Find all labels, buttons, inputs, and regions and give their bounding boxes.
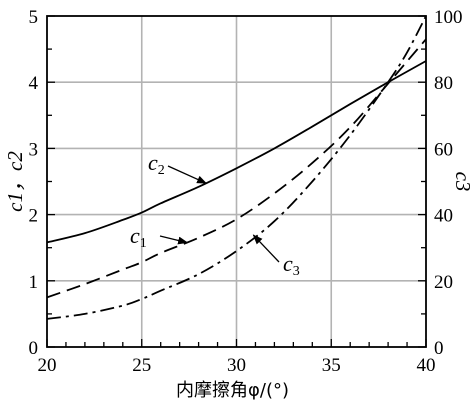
annotation-subscript-c2: 2 — [158, 163, 165, 178]
annotation-label-c3: c3 — [283, 251, 300, 279]
y-right-tick-label-100: 100 — [434, 7, 463, 28]
y-right-tick-label-20: 20 — [434, 272, 453, 293]
x-tick-label-35: 35 — [322, 355, 341, 376]
annotation-label-c2: c2 — [148, 150, 165, 178]
y-left-tick-label-2: 2 — [29, 206, 39, 227]
y-right-tick-label-60: 60 — [434, 139, 453, 160]
annotation-label-c1: c1 — [130, 223, 147, 251]
annotation-arrow-c3 — [252, 234, 280, 263]
y-right-tick-label-80: 80 — [434, 73, 453, 94]
y-left-tick-label-4: 4 — [29, 73, 39, 94]
x-axis-title: 内摩擦角φ/(°) — [176, 380, 289, 401]
y-left-tick-label-0: 0 — [29, 338, 39, 359]
series-layer — [46, 15, 427, 320]
tick-layer — [46, 15, 427, 348]
annotation-arrow-c2 — [167, 165, 207, 184]
y-left-tick-label-3: 3 — [29, 139, 39, 160]
annotation-subscript-c1: 1 — [140, 236, 147, 251]
y-left-axis-title: c1，c2 — [3, 151, 27, 212]
x-tick-label-40: 40 — [417, 355, 436, 376]
y-right-tick-label-0: 0 — [434, 338, 444, 359]
label-layer: 20 25 30 35 40012345020406080100内摩擦角φ/(°)c1，… — [3, 7, 473, 401]
series-line-c2 — [46, 60, 427, 244]
y-right-tick-label-40: 40 — [434, 206, 453, 227]
x-tick-label-20: 20 — [38, 355, 57, 376]
x-tick-label-25: 25 — [132, 355, 151, 376]
grid-layer — [47, 16, 426, 347]
y-right-axis-title: c3 — [451, 172, 473, 192]
x-tick-label-30: 30 — [227, 355, 246, 376]
y-left-tick-label-5: 5 — [29, 7, 39, 28]
y-left-tick-label-1: 1 — [29, 272, 39, 293]
annotation-arrow-c1 — [159, 235, 189, 245]
annotation-subscript-c3: 3 — [293, 264, 300, 279]
